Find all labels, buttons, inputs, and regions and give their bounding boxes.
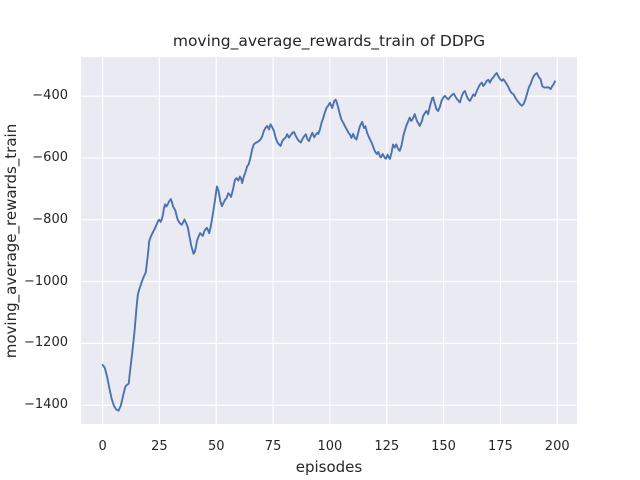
y-tick-label: −1200 — [24, 335, 68, 351]
x-tick-label: 100 — [317, 439, 343, 454]
y-axis-label: moving_average_rewards_train — [2, 123, 20, 359]
x-tick-label: 25 — [151, 439, 168, 454]
chart-title: moving_average_rewards_train of DDPG — [172, 32, 486, 50]
y-tick-label: −1000 — [24, 273, 68, 289]
y-tick-label: −400 — [32, 88, 68, 104]
x-axis-label: episodes — [295, 458, 363, 476]
plot-area — [81, 57, 577, 424]
x-tick-label: 150 — [431, 439, 456, 454]
chart-canvas — [81, 57, 577, 424]
series-line — [101, 72, 556, 412]
plot-background — [81, 57, 577, 424]
y-tick-label: −800 — [32, 211, 68, 227]
x-tick-label: 0 — [98, 439, 107, 454]
y-tick-label: −600 — [32, 150, 68, 166]
x-tick-label: 200 — [544, 439, 570, 454]
x-tick-label: 175 — [487, 439, 513, 454]
x-tick-label: 75 — [264, 439, 282, 454]
x-tick-label: 50 — [207, 439, 225, 454]
x-tick-label: 125 — [374, 439, 400, 454]
y-tick-label: −1400 — [24, 397, 68, 413]
